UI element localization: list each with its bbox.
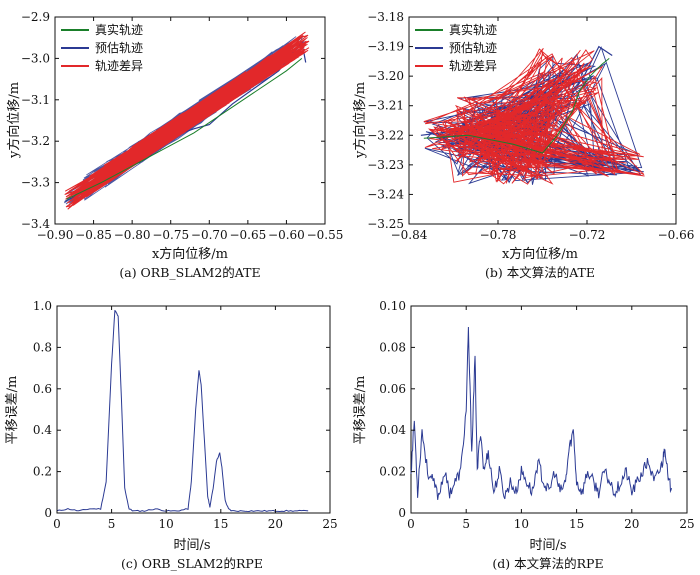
y-tick-label: 1.0 (33, 299, 52, 313)
tick-labels-a: −0.90 −0.85 −0.80 −0.75 −0.70 −0.65 −0.60 −0.55… (21, 10, 344, 242)
x-tick-label: −0.85 (75, 228, 112, 242)
plot-area-d (410, 305, 688, 514)
x-tick-label: −0.84 (391, 228, 428, 242)
y-tick-label: −3.0 (21, 51, 50, 65)
y-tick-label: 0.06 (379, 382, 406, 396)
series-difference-line (423, 48, 645, 185)
y-tick-label: 0 (398, 506, 406, 520)
y-tick-label: −3.3 (21, 176, 50, 190)
x-tick-label: 20 (624, 517, 639, 531)
series-rpe-line (56, 309, 309, 513)
x-tick-label: −0.66 (658, 228, 695, 242)
y-tick-label: −3.18 (367, 10, 404, 24)
y-tick-label: −3.4 (21, 217, 51, 231)
legend-entry: 预估轨迹 (95, 41, 143, 55)
x-tick-label: 5 (108, 517, 116, 531)
axes-frame (54, 16, 326, 225)
y-axis-label-b: y方向位移/m (352, 82, 368, 159)
axes-frame (56, 305, 331, 514)
x-axis-label-d: 时间/s (529, 538, 566, 553)
x-tick-label: −0.80 (114, 228, 151, 242)
y-tick-label: −3.1 (21, 93, 50, 107)
series-rpe-line (410, 327, 673, 500)
axes-frame (408, 16, 677, 225)
panel-a: −0.90 −0.85 −0.80 −0.75 −0.70 −0.65 −0.60 −0.55… (6, 10, 343, 280)
x-tick-label: −0.70 (191, 228, 228, 242)
y-axis-label-c: 平移误差/m (5, 376, 20, 445)
panel-d: 0 5 10 15 20 25 0 0.02 0.04 0.06 0.08 0.10 时间/s 平移误… (353, 299, 695, 571)
x-tick-label: 15 (213, 517, 228, 531)
y-tick-label: 0.10 (379, 299, 406, 313)
x-tick-label: 5 (462, 517, 470, 531)
y-tick-label: 0.6 (33, 382, 52, 396)
panel-b: −0.84 −0.78 −0.72 −0.66 −3.25 −3.24 −3.23 −3.22… (352, 10, 694, 280)
y-tick-label: −3.20 (367, 69, 404, 83)
y-tick-label: −3.25 (367, 217, 404, 231)
y-tick-label: −2.9 (21, 10, 50, 24)
y-tick-label: 0.4 (33, 423, 52, 437)
y-tick-label: 0 (44, 506, 52, 520)
x-tick-label: −0.60 (268, 228, 305, 242)
caption-a: (a) ORB_SLAM2的ATE (119, 265, 260, 280)
panel-c: 0 5 10 15 20 25 0 0.2 0.4 0.6 0.8 1.0 时间/s 平移误差/m (… (5, 299, 338, 571)
y-tick-label: −3.22 (367, 128, 404, 142)
y-tick-label: 0.2 (33, 465, 52, 479)
legend-entry: 真实轨迹 (95, 22, 143, 37)
caption-c: (c) ORB_SLAM2的RPE (121, 556, 263, 571)
x-axis-label-c: 时间/s (173, 538, 210, 553)
x-tick-label: 25 (322, 517, 337, 531)
x-tick-label: 15 (569, 517, 584, 531)
legend-entry: 轨迹差异 (95, 59, 143, 73)
series-true-line (423, 58, 610, 154)
x-tick-label: 25 (679, 517, 694, 531)
y-tick-label: 0.08 (379, 340, 406, 354)
rpe-line-c (56, 309, 309, 513)
x-tick-label: 10 (514, 517, 529, 531)
tick-labels-d: 0 5 10 15 20 25 0 0.02 0.04 0.06 0.08 0.10 (379, 299, 694, 531)
legend-entry: 真实轨迹 (449, 22, 497, 37)
tick-labels-b: −0.84 −0.78 −0.72 −0.66 −3.25 −3.24 −3.23 −3.22… (367, 10, 694, 242)
x-tick-label: −0.65 (229, 228, 266, 242)
x-tick-label: −0.90 (37, 228, 74, 242)
x-tick-label: −0.72 (569, 228, 606, 242)
y-tick-label: −3.24 (367, 187, 404, 201)
y-tick-label: 0.8 (33, 340, 52, 354)
tick-labels-c: 0 5 10 15 20 25 0 0.2 0.4 0.6 0.8 1.0 (33, 299, 338, 531)
legend-entry: 轨迹差异 (449, 59, 497, 73)
plot-area-c (56, 305, 331, 514)
plot-area-a (54, 16, 326, 225)
caption-b: (b) 本文算法的ATE (485, 265, 595, 280)
trajectory-bundle-b (420, 45, 645, 185)
y-tick-label: 0.02 (379, 465, 406, 479)
x-axis-label-b: x方向位移/m (502, 246, 578, 262)
y-tick-label: −3.2 (21, 134, 50, 148)
x-tick-label: 0 (53, 517, 61, 531)
legend-entry: 预估轨迹 (449, 41, 497, 55)
series-difference-line (64, 31, 310, 210)
x-tick-label: 20 (268, 517, 283, 531)
y-tick-label: 0.04 (379, 423, 406, 437)
trajectory-bundle-a (64, 31, 310, 210)
x-tick-label: 0 (407, 517, 415, 531)
x-tick-label: 10 (159, 517, 174, 531)
y-axis-label-a: y方向位移/m (6, 82, 22, 159)
x-tick-label: −0.75 (152, 228, 189, 242)
y-tick-label: −3.23 (367, 158, 404, 172)
x-tick-label: −0.78 (480, 228, 517, 242)
axes-frame (410, 305, 688, 514)
plot-area-b (408, 16, 677, 225)
series-true-line (66, 58, 303, 200)
rpe-line-d (410, 327, 673, 500)
y-axis-label-d: 平移误差/m (353, 376, 368, 445)
caption-d: (d) 本文算法的RPE (492, 556, 603, 571)
y-tick-label: −3.19 (367, 40, 404, 54)
x-axis-label-a: x方向位移/m (152, 246, 228, 262)
x-tick-label: −0.55 (307, 228, 344, 242)
y-tick-label: −3.21 (367, 99, 404, 113)
